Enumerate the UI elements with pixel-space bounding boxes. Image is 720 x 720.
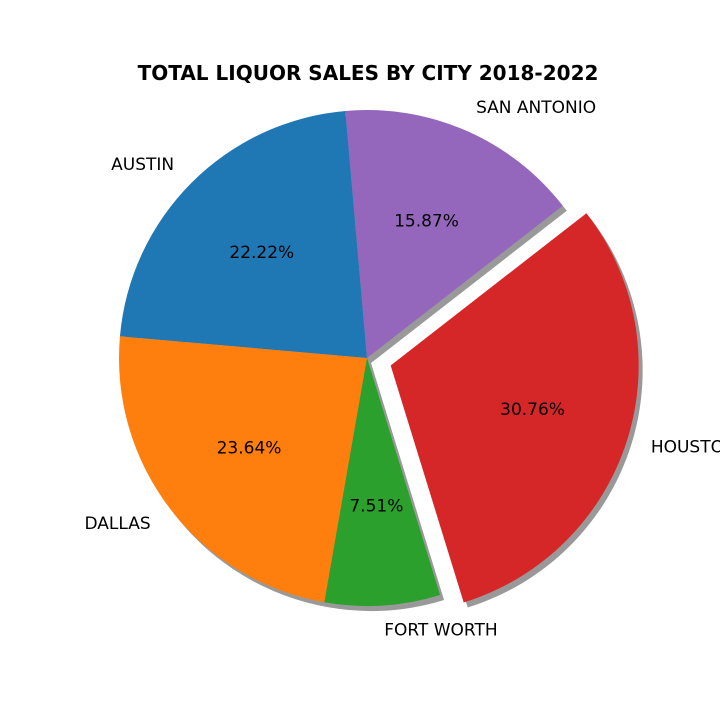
percentage-labels: 22.22% 23.64% 7.51% 30.76% 15.87% [217, 212, 565, 517]
slice-fort-worth [324, 358, 441, 606]
pct-label-dallas: 23.64% [217, 439, 282, 459]
category-label-san-antonio: SAN ANTONIO [476, 98, 596, 118]
pct-label-austin: 22.22% [229, 243, 294, 263]
chart-title: TOTAL LIQUOR SALES BY CITY 2018-2022 [138, 61, 599, 85]
slice-houston [390, 213, 639, 603]
pct-label-houston: 30.76% [500, 400, 565, 420]
slice-dallas [119, 336, 367, 603]
pct-label-fort-worth: 7.51% [349, 497, 403, 517]
category-labels: AUSTIN DALLAS FORT WORTH HOUSTON SAN ANTONIO [85, 98, 720, 640]
pct-label-san-antonio: 15.87% [394, 212, 459, 232]
category-label-fort-worth: FORT WORTH [384, 620, 497, 640]
category-label-dallas: DALLAS [85, 514, 151, 534]
slice-san-antonio [345, 110, 563, 358]
category-label-houston: HOUSTON [651, 437, 720, 457]
pie-slices [119, 110, 639, 606]
category-label-austin: AUSTIN [111, 155, 174, 175]
slice-austin [119, 110, 367, 358]
